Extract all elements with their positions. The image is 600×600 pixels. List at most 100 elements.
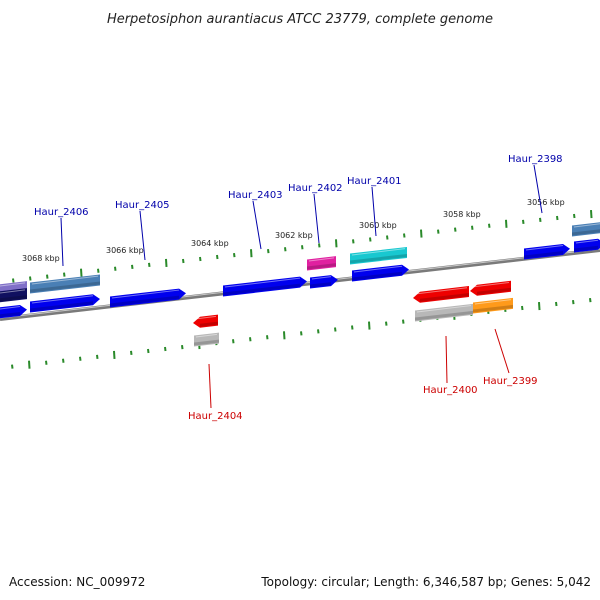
feature-gray-2400-shape xyxy=(415,303,473,322)
inner-tick xyxy=(402,319,405,324)
feature-blue-stub-highlight xyxy=(0,305,21,310)
outer-tick xyxy=(182,258,185,264)
gene-label-haur-2401[interactable]: Haur_2401 xyxy=(347,176,402,187)
feature-blue-2406[interactable] xyxy=(30,294,100,313)
outer-tick xyxy=(403,233,406,238)
inner-tick xyxy=(79,356,82,361)
gene-label-haur-2405[interactable]: Haur_2405 xyxy=(115,200,170,211)
feature-red-2399[interactable] xyxy=(470,280,511,296)
feature-gray-2400[interactable] xyxy=(415,303,473,322)
feature-purple-stub-highlight xyxy=(0,282,26,287)
feature-gray-2404-shade xyxy=(194,339,219,346)
feature-steelblue-2406-shade xyxy=(30,281,100,293)
inner-tick xyxy=(45,360,48,365)
outer-tick xyxy=(352,239,355,244)
feature-blue-2402[interactable] xyxy=(310,275,338,289)
feature-cyan-2401[interactable] xyxy=(350,246,407,265)
feature-cyan-2401-shade xyxy=(350,253,407,264)
feature-red-2400-shade xyxy=(420,293,469,302)
outer-tick xyxy=(250,249,253,258)
inner-tick xyxy=(28,360,31,369)
gene-label-haur-2402[interactable]: Haur_2402 xyxy=(288,183,343,194)
outer-tick xyxy=(420,229,423,238)
feature-blue-2398b[interactable] xyxy=(574,238,600,253)
inner-tick xyxy=(283,331,286,340)
outer-tick xyxy=(29,276,32,281)
outer-tick xyxy=(573,213,576,219)
feature-blue-2405-shape xyxy=(110,288,186,308)
outer-tick xyxy=(335,239,338,248)
feature-magenta-2402-shade xyxy=(307,263,336,270)
outer-tick xyxy=(63,272,66,277)
inner-tick xyxy=(385,321,388,326)
feature-red-2404-highlight xyxy=(194,315,217,320)
feature-steelblue-2398[interactable] xyxy=(572,222,600,237)
feature-gray-2400-highlight xyxy=(416,305,472,313)
outer-tick xyxy=(318,243,321,248)
feature-orange-2399-highlight xyxy=(474,299,512,305)
gene-label-haur-2404[interactable]: Haur_2404 xyxy=(188,411,243,422)
feature-blue-2403[interactable] xyxy=(223,276,307,297)
feature-red-2404[interactable] xyxy=(193,314,218,328)
label-layer: 3068 kbp 3066 kbp 3064 kbp 3062 kbp 3060… xyxy=(22,154,565,422)
feature-gray-2404[interactable] xyxy=(194,332,219,347)
feature-navy-stub[interactable] xyxy=(0,288,27,303)
kbp-label-3062: 3062 kbp xyxy=(275,231,313,240)
feature-steelblue-2398-shade xyxy=(572,229,600,236)
feature-steelblue-2398-highlight xyxy=(573,223,600,228)
outer-tick xyxy=(46,274,49,279)
outer-tick xyxy=(80,268,83,277)
genome-stats-text: Topology: circular; Length: 6,346,587 bp… xyxy=(260,575,591,589)
inner-tick xyxy=(368,321,371,330)
feature-magenta-2402-shape xyxy=(307,256,336,271)
feature-blue-2401[interactable] xyxy=(352,264,409,282)
inner-tick xyxy=(589,298,592,303)
feature-red-2400[interactable] xyxy=(413,286,469,303)
outer-tick xyxy=(369,237,372,242)
outer-tick xyxy=(284,247,287,252)
feature-layer xyxy=(0,222,600,347)
feature-blue-2405[interactable] xyxy=(110,288,186,308)
kbp-label-3064: 3064 kbp xyxy=(191,239,229,248)
feature-blue-2401-highlight xyxy=(353,265,403,273)
feature-orange-2399[interactable] xyxy=(473,297,513,314)
inner-tick xyxy=(96,354,99,359)
gene-label-haur-2398[interactable]: Haur_2398 xyxy=(508,154,563,165)
outer-tick xyxy=(216,254,219,260)
inner-tick xyxy=(300,331,303,336)
feature-steelblue-2406-shape xyxy=(30,274,100,294)
kbp-label-3068: 3068 kbp xyxy=(22,254,60,263)
outer-tick-track xyxy=(12,209,593,283)
feature-red-2399-shade xyxy=(477,287,511,295)
feature-blue-2401-shape xyxy=(352,264,409,282)
feature-blue-2398b-shape xyxy=(574,238,600,253)
feature-steelblue-2406[interactable] xyxy=(30,274,100,294)
leader-haur-2402 xyxy=(313,193,320,244)
gene-label-haur-2403[interactable]: Haur_2403 xyxy=(228,190,283,201)
feature-red-2404-shape xyxy=(193,314,218,328)
gene-label-haur-2406[interactable]: Haur_2406 xyxy=(34,207,89,218)
feature-red-2400-highlight xyxy=(414,287,468,295)
feature-blue-2398[interactable] xyxy=(524,244,570,260)
outer-tick xyxy=(165,258,168,267)
feature-red-2400-shape xyxy=(413,286,469,303)
kbp-label-3058: 3058 kbp xyxy=(443,210,481,219)
outer-tick xyxy=(267,249,270,254)
leader-haur-2400 xyxy=(445,335,448,384)
feature-gray-2400-shade xyxy=(415,310,473,321)
feature-blue-stub[interactable] xyxy=(0,304,27,319)
gene-label-haur-2400[interactable]: Haur_2400 xyxy=(423,385,478,396)
outer-tick xyxy=(488,223,491,228)
feature-cyan-2401-shape xyxy=(350,246,407,265)
feature-blue-2398-shape xyxy=(524,244,570,260)
outer-tick xyxy=(386,235,389,240)
feature-navy-stub-shape xyxy=(0,288,27,303)
feature-cyan-2401-highlight xyxy=(351,248,406,256)
inner-tick xyxy=(572,299,575,305)
gene-label-haur-2399[interactable]: Haur_2399 xyxy=(483,376,538,387)
feature-red-2399-shape xyxy=(470,280,511,296)
feature-magenta-2402[interactable] xyxy=(307,256,336,271)
outer-tick xyxy=(454,227,457,232)
outer-tick xyxy=(505,219,508,228)
inner-tick xyxy=(164,346,167,352)
